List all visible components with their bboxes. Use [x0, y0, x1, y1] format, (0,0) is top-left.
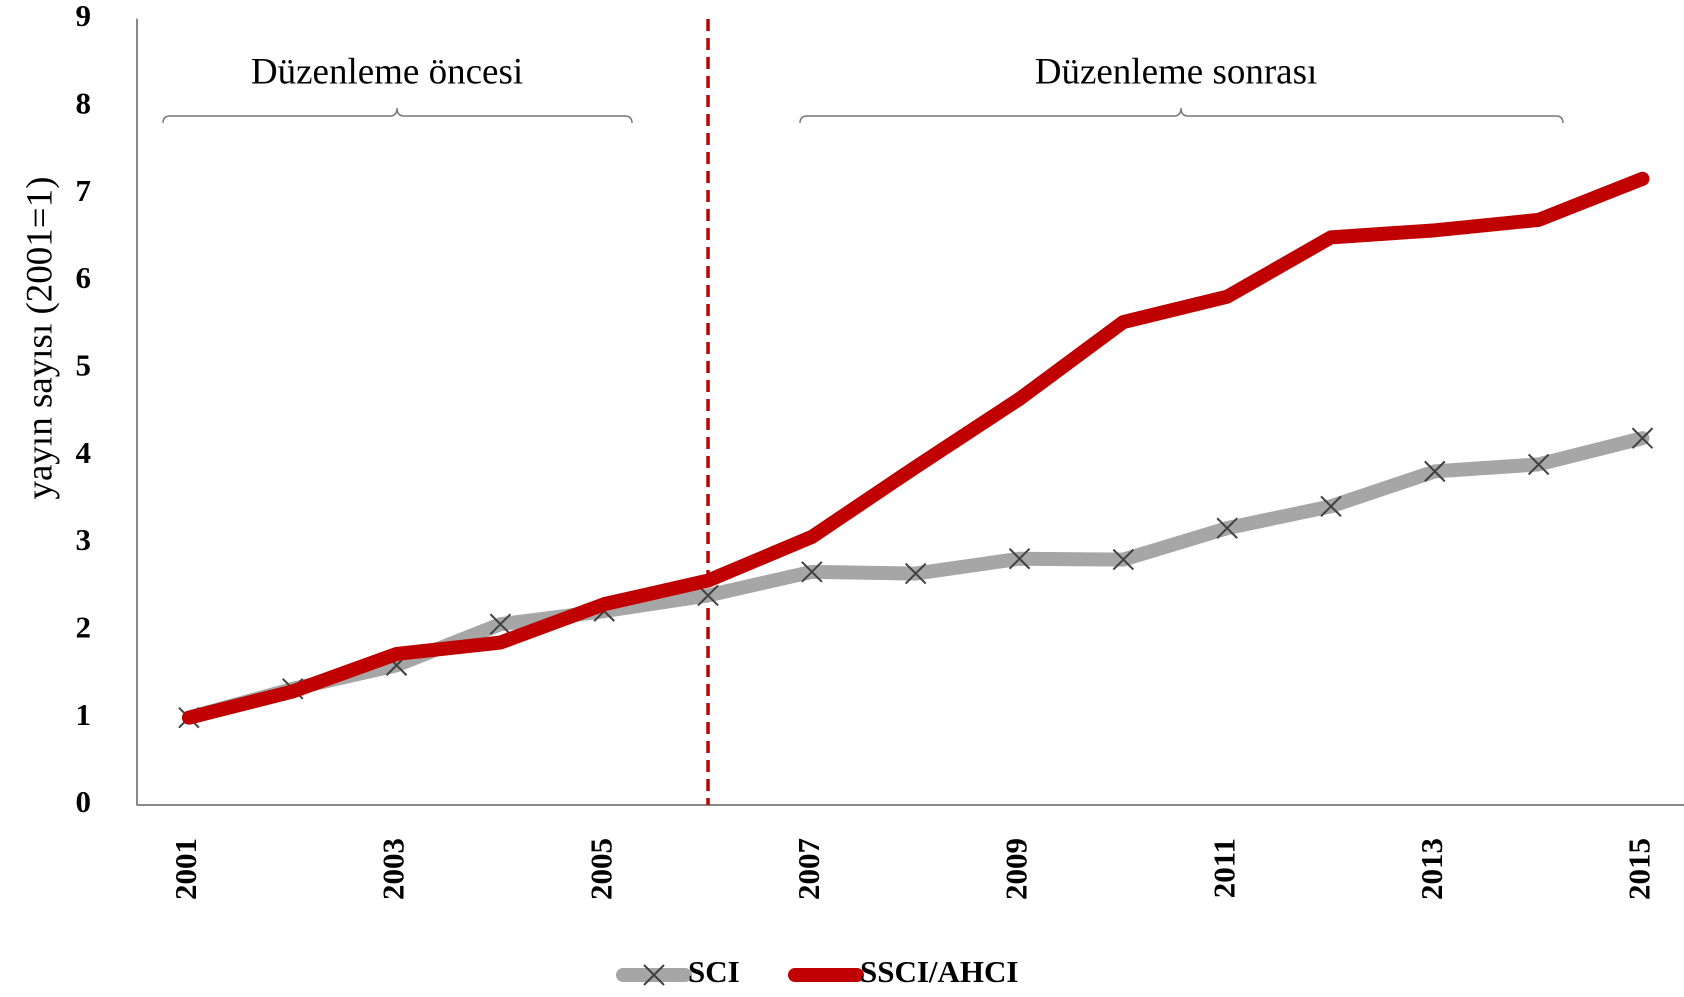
y-tick-label: 7 [76, 173, 92, 208]
y-tick-label: 1 [76, 697, 92, 732]
bracket [162, 107, 633, 124]
y-tick-label: 8 [76, 85, 92, 120]
x-tick-label: 2011 [1206, 838, 1241, 898]
y-tick-label: 6 [76, 260, 92, 295]
marker [1527, 453, 1550, 476]
marker [1216, 517, 1238, 539]
x-tick-label: 2007 [791, 838, 826, 900]
x-tick-label: 2001 [168, 838, 203, 900]
marker [1112, 548, 1135, 571]
annotation: Düzenleme sonrası [1035, 51, 1318, 92]
marker [1631, 427, 1654, 449]
legend-marker [643, 964, 665, 986]
legend-label: SCI [688, 954, 740, 989]
y-tick-label: 5 [76, 347, 92, 382]
x-tick-label: 2013 [1414, 838, 1449, 900]
x-tick-label: 2009 [999, 838, 1034, 900]
y-tick-label: 0 [76, 784, 92, 819]
series-line [181, 171, 1650, 725]
marker [904, 562, 927, 585]
annotation: Düzenleme öncesi [251, 51, 523, 92]
marker [1320, 495, 1342, 518]
series-line [181, 431, 1650, 725]
marker [1008, 548, 1031, 570]
marker [489, 613, 512, 635]
y-tick-label: 4 [76, 435, 92, 470]
y-tick-label: 9 [76, 0, 92, 33]
marker [1424, 460, 1446, 483]
x-tick-label: 2005 [583, 838, 618, 900]
bracket [799, 107, 1564, 124]
marker [801, 561, 823, 583]
y-axis-label: yayın sayısı (2001=1) [19, 177, 60, 500]
y-tick-label: 2 [76, 609, 92, 644]
legend-label: SSCI/AHCI [860, 954, 1019, 989]
x-tick-label: 2015 [1622, 838, 1657, 900]
x-tick-label: 2003 [376, 838, 411, 900]
y-tick-label: 3 [76, 522, 92, 557]
